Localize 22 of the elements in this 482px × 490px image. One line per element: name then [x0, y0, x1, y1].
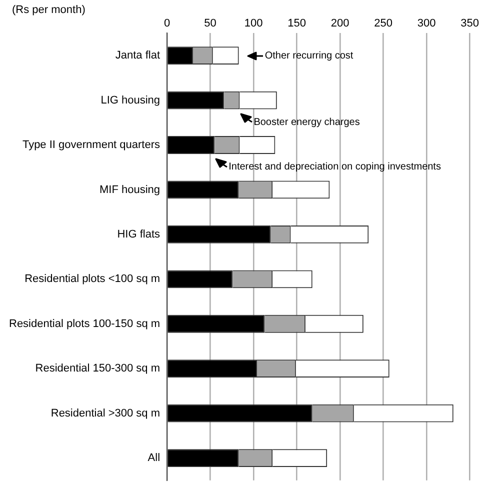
y-tick-label: HIG flats: [117, 228, 161, 240]
y-tick-label: MIF housing: [100, 184, 160, 196]
x-tick-label: 300: [417, 18, 436, 30]
y-tick-label: LIG housing: [100, 94, 160, 106]
x-tick-label: 250: [374, 18, 392, 30]
annotation: Interest and depreciation on coping investments: [228, 162, 441, 173]
annotation: Booster energy charges: [254, 116, 360, 128]
x-tick-label: 350: [460, 18, 480, 30]
y-tick-label: Residential 150-300 sq m: [35, 362, 160, 375]
x-tick-label: 150: [288, 18, 306, 30]
x-axis-title: (Rs per month): [12, 4, 86, 16]
y-tick-label: Type II government quarters: [22, 139, 161, 152]
y-tick-label: Residential plots 100-150 sq m: [9, 318, 160, 330]
x-tick-label: 0: [164, 18, 170, 30]
y-tick-label: Residential plots <100 sq m: [24, 273, 160, 286]
y-tick-label: Janta flat: [115, 50, 160, 62]
annotation: Other recurring cost: [264, 50, 354, 62]
y-tick-label: All: [148, 452, 160, 464]
x-tick-label: 100: [244, 18, 263, 30]
x-tick-label: 200: [330, 18, 350, 30]
y-tick-label: Residential >300 sq m: [50, 407, 160, 420]
x-tick-label: 50: [204, 18, 216, 30]
